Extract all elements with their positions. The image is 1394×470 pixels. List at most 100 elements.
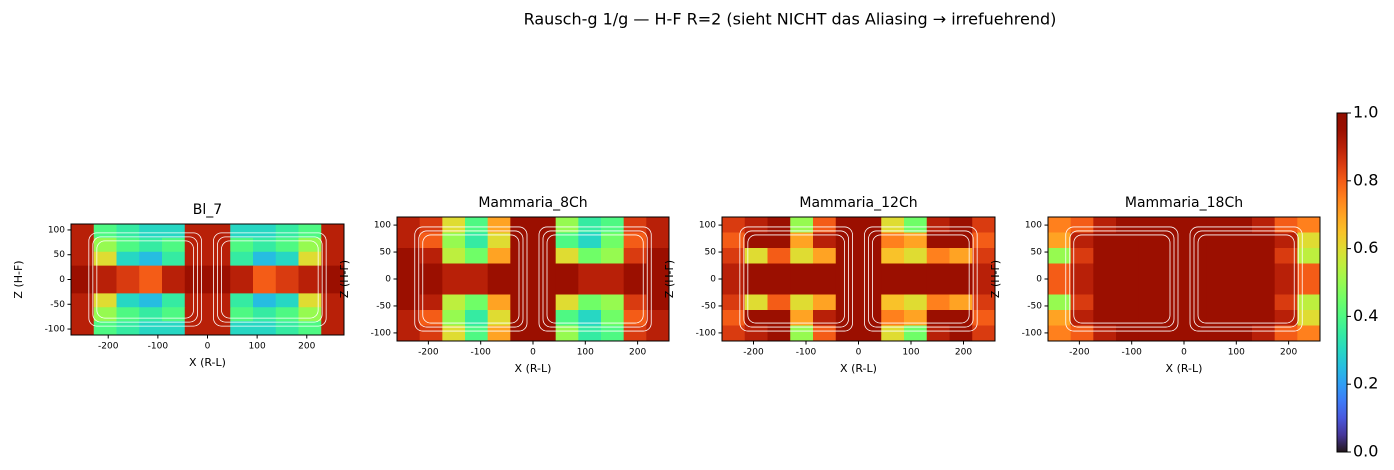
heat-cell xyxy=(949,232,973,249)
heat-cell xyxy=(1252,232,1276,249)
heat-cell xyxy=(1161,217,1185,233)
heat-cell xyxy=(623,310,647,326)
heat-cell xyxy=(442,310,466,326)
heat-cell xyxy=(442,325,466,342)
heat-cell xyxy=(1048,263,1072,280)
heat-cell xyxy=(601,310,625,326)
heat-cell xyxy=(767,325,791,342)
heat-cell xyxy=(207,279,231,294)
x-axis-label: X (R-L) xyxy=(189,356,226,369)
y-tick-label: 100 xyxy=(1025,221,1042,231)
heat-cell xyxy=(397,325,421,342)
heat-cell xyxy=(465,294,489,311)
coil-outline xyxy=(221,240,319,319)
y-axis-label: Z (H-F) xyxy=(12,260,25,298)
heat-cell xyxy=(578,263,602,280)
heat-cell xyxy=(487,263,511,280)
heat-cell xyxy=(881,310,905,326)
heat-cell xyxy=(419,310,443,326)
heat-cell xyxy=(253,251,277,267)
heat-cell xyxy=(1274,279,1298,295)
heat-cell xyxy=(722,217,746,233)
x-tick-label: 100 xyxy=(1228,348,1245,358)
heat-cell xyxy=(949,217,973,233)
y-tick-label: 0 xyxy=(710,275,716,285)
heat-cell xyxy=(722,279,746,295)
heat-cell xyxy=(1274,232,1298,249)
heat-cell xyxy=(813,279,837,295)
heat-cell xyxy=(533,248,557,264)
heat-cell xyxy=(162,251,186,267)
heat-cell xyxy=(184,237,208,253)
heat-cell xyxy=(790,294,814,311)
heat-cell xyxy=(790,232,814,249)
heat-cell xyxy=(858,217,882,233)
heat-cell xyxy=(230,251,254,267)
heat-cell xyxy=(1116,279,1140,295)
heat-cell xyxy=(601,294,625,311)
y-axis-label: Z (H-F) xyxy=(338,260,351,298)
heat-cell xyxy=(184,224,208,239)
coil-outline xyxy=(1065,226,1179,332)
heat-cell xyxy=(465,279,489,295)
heat-cell xyxy=(623,279,647,295)
heat-cell xyxy=(646,263,670,280)
colorbar-tick-label: 0.6 xyxy=(1353,238,1378,257)
heat-cell xyxy=(1138,217,1162,233)
y-axis-label: Z (H-F) xyxy=(989,260,1002,298)
heat-cell xyxy=(1093,294,1117,311)
colorbar-tick-label: 1.0 xyxy=(1353,103,1378,122)
heat-cell xyxy=(465,248,489,264)
heat-cell xyxy=(442,232,466,249)
heat-cell xyxy=(419,217,443,233)
heat-cell xyxy=(275,237,299,253)
x-tick-label: -100 xyxy=(470,348,491,358)
heat-cell xyxy=(744,325,768,342)
heat-cell xyxy=(207,251,231,267)
heat-cell xyxy=(926,263,950,280)
heat-cell xyxy=(1206,217,1230,233)
heat-cell xyxy=(116,251,140,267)
x-tick-label: 100 xyxy=(249,342,266,352)
heat-cell xyxy=(298,293,322,308)
heat-cell xyxy=(321,321,345,336)
heat-cell xyxy=(835,279,859,295)
heat-cell xyxy=(1184,263,1208,280)
heat-cell xyxy=(1297,248,1321,264)
heat-cell xyxy=(767,294,791,311)
heat-cell xyxy=(116,224,140,239)
heat-cell xyxy=(790,310,814,326)
heat-cell xyxy=(972,263,996,280)
heat-cell xyxy=(1070,248,1094,264)
y-tick-label: -50 xyxy=(1027,301,1042,311)
heat-cell xyxy=(972,310,996,326)
heat-cell xyxy=(1093,232,1117,249)
heat-cell xyxy=(646,294,670,311)
panel-title: Mammaria_18Ch xyxy=(1125,195,1243,211)
heat-cell xyxy=(767,248,791,264)
heat-cell xyxy=(722,263,746,280)
heat-cell xyxy=(116,307,140,322)
heat-cell xyxy=(510,294,534,311)
heat-cell xyxy=(858,294,882,311)
x-tick-label: 100 xyxy=(577,348,594,358)
heat-cell xyxy=(601,217,625,233)
heat-cell xyxy=(555,310,579,326)
heat-cell xyxy=(298,224,322,239)
heat-cell xyxy=(419,279,443,295)
heat-cell xyxy=(1093,263,1117,280)
heat-cell xyxy=(1048,279,1072,295)
heat-cell xyxy=(949,310,973,326)
heat-cell xyxy=(1116,294,1140,311)
heat-cell xyxy=(321,293,345,308)
heat-cell xyxy=(139,307,163,322)
x-tick-label: -100 xyxy=(1121,348,1142,358)
heat-cell xyxy=(71,251,95,267)
heat-cell xyxy=(139,293,163,308)
heat-cell xyxy=(1297,232,1321,249)
heat-cell xyxy=(1274,294,1298,311)
y-axis-label: Z (H-F) xyxy=(663,260,676,298)
heat-cell xyxy=(71,265,95,280)
heat-cell xyxy=(1116,232,1140,249)
